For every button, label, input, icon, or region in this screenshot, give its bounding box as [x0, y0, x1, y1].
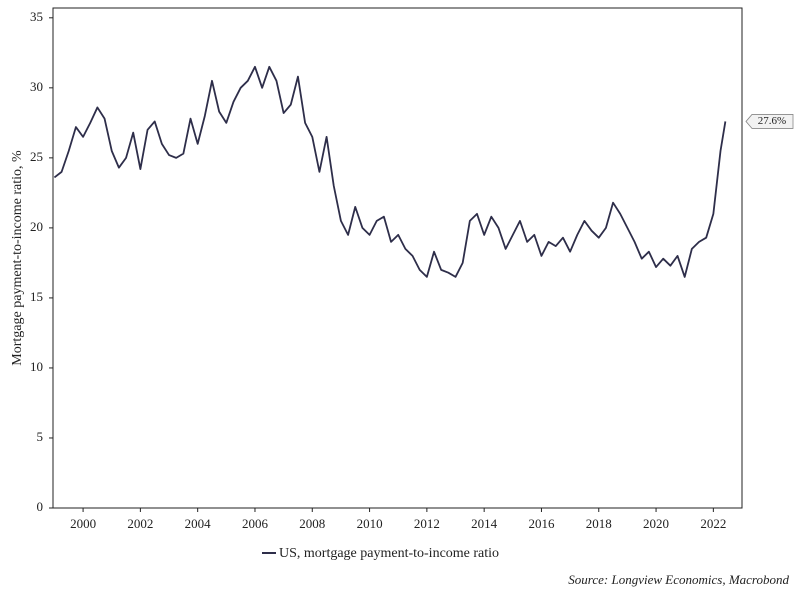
source-note: Source: Longview Economics, Macrobond	[568, 572, 789, 587]
x-tick-label: 2004	[185, 516, 212, 531]
x-tick-label: 2012	[414, 516, 440, 531]
x-tick-label: 2022	[700, 516, 726, 531]
y-axis-label: Mortgage payment-to-income ratio, %	[10, 150, 25, 366]
x-tick-label: 2020	[643, 516, 669, 531]
x-tick-label: 2014	[471, 516, 498, 531]
x-tick-label: 2000	[70, 516, 96, 531]
x-tick-label: 2008	[299, 516, 325, 531]
annotation-label: 27.6%	[758, 115, 786, 127]
x-tick-label: 2002	[127, 516, 153, 531]
annotation-box	[745, 114, 794, 129]
x-tick-label: 2016	[528, 516, 555, 531]
y-tick-label: 25	[30, 149, 43, 164]
y-tick-label: 30	[30, 79, 43, 94]
x-tick-label: 2006	[242, 516, 269, 531]
y-tick-label: 20	[30, 219, 43, 234]
y-tick-label: 5	[37, 429, 44, 444]
y-tick-label: 15	[30, 289, 43, 304]
plot-frame	[52, 7, 743, 509]
x-tick-label: 2018	[586, 516, 612, 531]
y-tick-label: 35	[30, 9, 43, 24]
x-tick-label: 2010	[357, 516, 383, 531]
data-line	[53, 65, 727, 278]
y-tick-label: 10	[30, 359, 43, 374]
y-tick-label: 0	[37, 499, 44, 514]
legend-label: US, mortgage payment-to-income ratio	[279, 546, 499, 561]
